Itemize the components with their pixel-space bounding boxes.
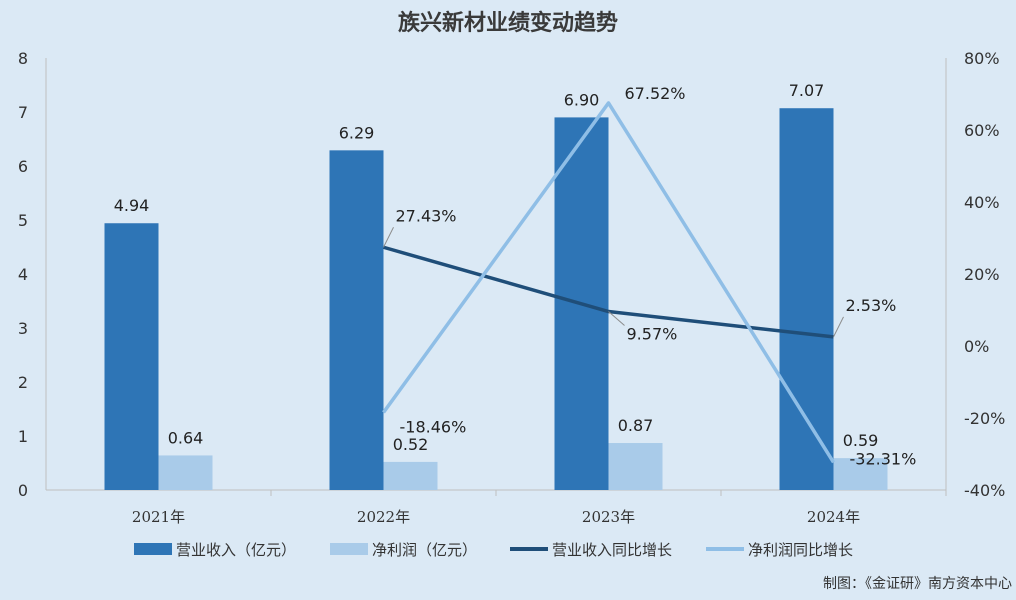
line-data-label: 2.53% [846, 296, 897, 315]
legend-label: 营业收入同比增长 [552, 541, 672, 559]
bar-data-label: 7.07 [789, 81, 825, 100]
legend-label: 营业收入（亿元） [176, 541, 296, 559]
bar-data-label: 0.87 [618, 416, 654, 435]
y-right-tick-label: 0% [964, 337, 989, 356]
line-data-label: 67.52% [625, 84, 686, 103]
line-data-label: 27.43% [396, 206, 457, 225]
leader-line [608, 311, 625, 326]
legend-label: 净利润（亿元） [372, 541, 477, 559]
y-right-tick-label: 20% [964, 265, 1000, 284]
line-data-label: -18.46% [400, 417, 467, 436]
bar-data-label: 0.52 [393, 435, 429, 454]
bar-data-label: 4.94 [114, 196, 150, 215]
bar-data-label: 0.64 [168, 428, 204, 447]
x-tick-label: 2024年 [807, 508, 860, 526]
bar-data-label: 6.90 [564, 90, 600, 109]
y-left-tick-label: 8 [18, 49, 28, 68]
legend-label: 净利润同比增长 [748, 541, 853, 559]
y-right-tick-label: 40% [964, 193, 1000, 212]
line-data-label: -32.31% [850, 449, 917, 468]
bar-net-profit [158, 455, 213, 490]
y-right-tick-label: -20% [964, 409, 1005, 428]
chart-source: 制图：《金证研》南方资本中心 [823, 576, 1012, 592]
bar-revenue [779, 108, 834, 490]
line-data-label: 9.57% [627, 325, 678, 344]
y-right-tick-label: 60% [964, 121, 1000, 140]
y-left-tick-label: 7 [18, 103, 28, 122]
y-left-tick-label: 1 [18, 427, 28, 446]
x-tick-label: 2022年 [357, 508, 410, 526]
y-right-tick-label: 80% [964, 49, 1000, 68]
bar-data-label: 6.29 [339, 123, 375, 142]
y-right-tick-label: -40% [964, 481, 1005, 500]
leader-line [383, 227, 394, 248]
y-left-tick-label: 2 [18, 373, 28, 392]
y-left-tick-label: 0 [18, 481, 28, 500]
bar-net-profit [608, 443, 663, 490]
line-net-profit-growth [382, 101, 835, 464]
bar-net-profit [383, 461, 438, 490]
y-left-tick-label: 5 [18, 211, 28, 230]
x-tick-label: 2023年 [582, 508, 635, 526]
leader-line [833, 316, 844, 338]
legend-swatch [330, 543, 368, 555]
bar-revenue [104, 223, 159, 491]
y-left-tick-label: 6 [18, 157, 28, 176]
x-tick-label: 2021年 [132, 508, 185, 526]
legend-swatch [134, 543, 172, 555]
bar-revenue [329, 150, 384, 490]
bar-net-profit [833, 458, 888, 490]
y-left-tick-label: 4 [18, 265, 28, 284]
chart-title: 族兴新材业绩变动趋势 [398, 10, 618, 36]
bar-data-label: 0.59 [843, 431, 879, 450]
y-left-tick-label: 3 [18, 319, 28, 338]
